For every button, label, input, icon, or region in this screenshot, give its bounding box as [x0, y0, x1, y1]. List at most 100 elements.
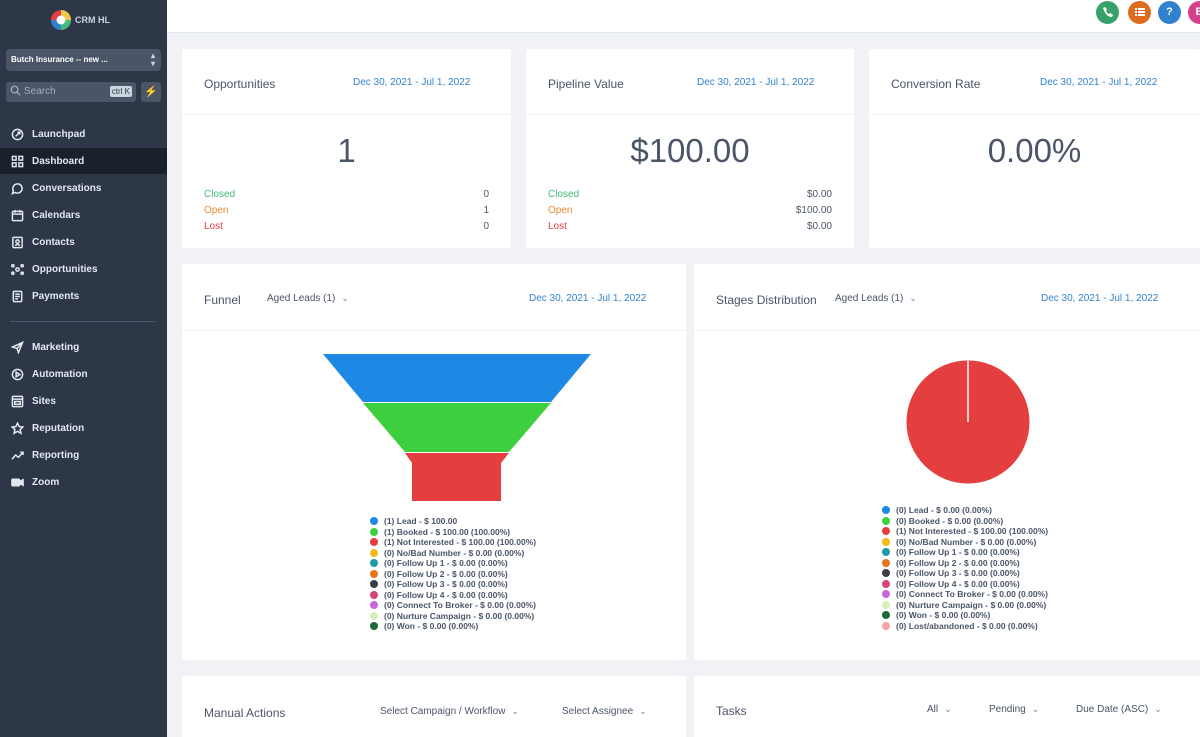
phone-button[interactable]	[1096, 1, 1119, 24]
video-icon	[11, 478, 24, 486]
sidebar-item-sites[interactable]: Sites	[0, 388, 167, 414]
date-range[interactable]: Dec 30, 2021 - Jul 1, 2022	[529, 293, 647, 304]
sidebar-item-contacts[interactable]: Contacts	[0, 229, 167, 255]
legend-label: (0) Follow Up 4 - $ 0.00 (0.00%)	[896, 578, 1020, 589]
contacts-icon	[12, 236, 23, 248]
legend-item[interactable]: (0) Nurture Campaign - $ 0.00 (0.00%)	[882, 600, 1048, 611]
tasks-filter-all[interactable]: All ⌄	[927, 704, 952, 715]
legend-item[interactable]: (0) Follow Up 2 - $ 0.00 (0.00%)	[370, 569, 536, 580]
account-switcher[interactable]: Butch Insurance -- new ... ▴ ▾	[6, 49, 161, 71]
legend-dot	[882, 569, 890, 578]
card-title: Pipeline Value	[548, 77, 624, 91]
sidebar-item-reporting[interactable]: Reporting	[0, 442, 167, 468]
sidebar-item-reputation[interactable]: Reputation	[0, 415, 167, 441]
date-range[interactable]: Dec 30, 2021 - Jul 1, 2022	[697, 77, 815, 88]
assignee-select-label: Select Assignee	[562, 706, 634, 717]
legend-item[interactable]: (0) Follow Up 4 - $ 0.00 (0.00%)	[370, 590, 536, 601]
campaign-select-label: Select Campaign / Workflow	[380, 706, 506, 717]
sidebar-item-automation[interactable]: Automation	[0, 361, 167, 387]
sidebar-item-payments[interactable]: Payments	[0, 283, 167, 309]
legend-dot	[882, 506, 890, 515]
star-icon	[11, 421, 24, 435]
legend-dot	[370, 580, 378, 589]
legend-item[interactable]: (0) No/Bad Number - $ 0.00 (0.00%)	[882, 537, 1048, 548]
logo[interactable]: CRM HL	[50, 9, 110, 31]
sidebar-item-calendars[interactable]: Calendars	[0, 202, 167, 228]
legend-item[interactable]: (0) Nurture Campaign - $ 0.00 (0.00%)	[370, 611, 536, 622]
legend-item[interactable]: (0) Follow Up 1 - $ 0.00 (0.00%)	[882, 547, 1048, 558]
legend-item[interactable]: (0) Follow Up 4 - $ 0.00 (0.00%)	[882, 579, 1048, 590]
phone-icon	[1102, 7, 1113, 17]
legend-item[interactable]: (0) No/Bad Number - $ 0.00 (0.00%)	[370, 548, 536, 559]
legend-item[interactable]: (0) Lead - $ 0.00 (0.00%)	[882, 505, 1048, 516]
user-avatar[interactable]: B	[1188, 1, 1200, 24]
account-name: Butch Insurance -- new ...	[11, 55, 108, 64]
legend-item[interactable]: (1) Lead - $ 100.00	[370, 516, 536, 527]
legend-label: (0) Connect To Broker - $ 0.00 (0.00%)	[384, 600, 536, 611]
campaign-select[interactable]: Select Campaign / Workflow ⌄	[380, 706, 519, 717]
search-shortcut: ctrl K	[109, 86, 132, 97]
legend-item[interactable]: (1) Not Interested - $ 100.00 (100.00%)	[370, 537, 536, 548]
closed-value: 0	[483, 189, 489, 200]
sidebar-item-marketing[interactable]: Marketing	[0, 334, 167, 360]
legend-dot	[370, 622, 378, 631]
legend-item[interactable]: (0) Lost/abandoned - $ 0.00 (0.00%)	[882, 621, 1048, 632]
trend-icon	[11, 451, 24, 460]
funnel-segment-not-interested[interactable]	[405, 453, 509, 501]
sidebar-item-zoom[interactable]: Zoom	[0, 469, 167, 495]
legend-item[interactable]: (0) Won - $ 0.00 (0.00%)	[882, 610, 1048, 621]
tasks-list-button[interactable]	[1128, 1, 1151, 24]
logo-icon	[51, 10, 71, 30]
sidebar: CRM HL Butch Insurance -- new ... ▴ ▾ Sea…	[0, 0, 167, 737]
legend-item[interactable]: (0) Follow Up 3 - $ 0.00 (0.00%)	[882, 568, 1048, 579]
sidebar-item-opportunities[interactable]: Opportunities	[0, 256, 167, 282]
funnel-segment-lead[interactable]	[323, 354, 591, 402]
legend-dot	[882, 527, 890, 536]
legend-item[interactable]: (0) Follow Up 2 - $ 0.00 (0.00%)	[882, 558, 1048, 569]
pipeline-value-card: Pipeline Value Dec 30, 2021 - Jul 1, 202…	[526, 49, 854, 248]
legend-dot	[882, 590, 890, 599]
legend-dot	[370, 611, 378, 620]
legend-label: (0) Follow Up 2 - $ 0.00 (0.00%)	[896, 557, 1020, 568]
legend-label: (1) Booked - $ 100.00 (100.00%)	[384, 526, 511, 537]
sort-label: Due Date (ASC)	[1076, 704, 1149, 715]
closed-value: $0.00	[806, 189, 832, 200]
payments-icon	[12, 290, 23, 302]
date-range[interactable]: Dec 30, 2021 - Jul 1, 2022	[1040, 77, 1158, 88]
pipeline-dropdown[interactable]: Aged Leads (1) ⌄	[267, 293, 349, 304]
lost-label: Lost	[548, 221, 567, 232]
legend-label: (0) Follow Up 1 - $ 0.00 (0.00%)	[896, 547, 1020, 558]
legend-item[interactable]: (1) Booked - $ 100.00 (100.00%)	[370, 527, 536, 538]
funnel-card: Funnel Aged Leads (1) ⌄ Dec 30, 2021 - J…	[182, 264, 686, 660]
sidebar-item-dashboard[interactable]: Dashboard	[0, 148, 167, 174]
filter-all-label: All	[927, 704, 939, 715]
legend-dot	[882, 548, 890, 557]
legend-item[interactable]: (0) Connect To Broker - $ 0.00 (0.00%)	[370, 600, 536, 611]
quick-action-button[interactable]: ⚡	[141, 82, 161, 102]
legend-item[interactable]: (0) Won - $ 0.00 (0.00%)	[370, 621, 536, 632]
search-input[interactable]: Search ctrl K	[6, 82, 136, 102]
chevron-down-icon: ⌄	[944, 704, 952, 714]
legend-item[interactable]: (0) Booked - $ 0.00 (0.00%)	[882, 516, 1048, 527]
funnel-segment-booked[interactable]	[363, 403, 551, 452]
tasks-sort[interactable]: Due Date (ASC) ⌄	[1076, 704, 1162, 715]
top-bar: ? B	[167, 0, 1200, 33]
legend-item[interactable]: (0) Follow Up 1 - $ 0.00 (0.00%)	[370, 558, 536, 569]
legend-item[interactable]: (0) Connect To Broker - $ 0.00 (0.00%)	[882, 589, 1048, 600]
legend-item[interactable]: (1) Not Interested - $ 100.00 (100.00%)	[882, 526, 1048, 537]
legend-dot	[882, 621, 890, 630]
tasks-filter-status[interactable]: Pending ⌄	[989, 704, 1039, 715]
help-button[interactable]: ?	[1158, 1, 1181, 24]
assignee-select[interactable]: Select Assignee ⌄	[562, 706, 647, 717]
legend-label: (0) Lead - $ 0.00 (0.00%)	[896, 505, 992, 516]
legend-label: (0) Follow Up 2 - $ 0.00 (0.00%)	[384, 568, 508, 579]
card-title: Opportunities	[204, 77, 276, 91]
pipeline-dropdown[interactable]: Aged Leads (1) ⌄	[835, 293, 917, 304]
legend-dot	[882, 611, 890, 620]
sidebar-item-launchpad[interactable]: Launchpad	[0, 121, 167, 147]
sidebar-item-conversations[interactable]: Conversations	[0, 175, 167, 201]
legend-item[interactable]: (0) Follow Up 3 - $ 0.00 (0.00%)	[370, 579, 536, 590]
pipeline-label: Aged Leads (1)	[835, 293, 904, 304]
date-range[interactable]: Dec 30, 2021 - Jul 1, 2022	[1041, 293, 1159, 304]
date-range[interactable]: Dec 30, 2021 - Jul 1, 2022	[353, 77, 471, 88]
